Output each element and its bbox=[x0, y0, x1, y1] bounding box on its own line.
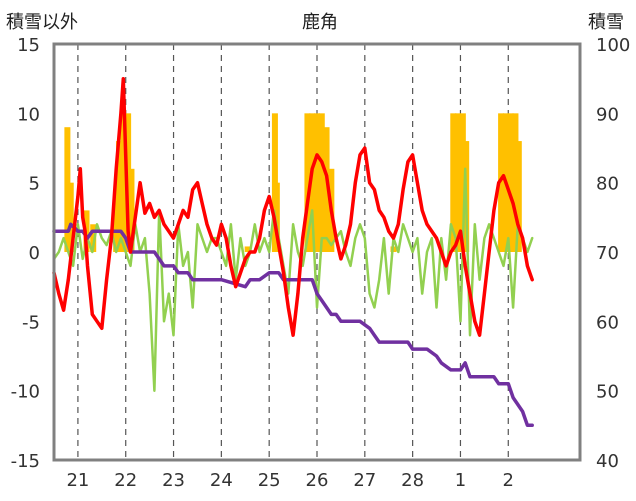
x-tick-label: 1 bbox=[455, 470, 466, 491]
precipitation-bar bbox=[507, 113, 514, 252]
precipitation-bar bbox=[90, 224, 97, 252]
precipitation-bar bbox=[450, 113, 457, 252]
precipitation-bar bbox=[128, 168, 135, 252]
y-axis-left-ticks: 15 10 5 0 -5 -10 -15 bbox=[11, 35, 40, 472]
y-left-tick-label: 0 bbox=[29, 243, 40, 264]
x-tick-label: 26 bbox=[306, 470, 329, 491]
y-left-tick-label: 5 bbox=[29, 174, 40, 195]
x-tick-label: 28 bbox=[401, 470, 424, 491]
y-axis-right-label: 積雪 bbox=[588, 12, 624, 33]
chart-title: 鹿角 bbox=[302, 12, 338, 33]
x-tick-label: 25 bbox=[258, 470, 281, 491]
precipitation-bar bbox=[512, 113, 519, 252]
precipitation-bar bbox=[309, 113, 316, 252]
x-tick-label: 21 bbox=[66, 470, 89, 491]
precipitation-bar bbox=[455, 113, 462, 252]
precipitation-bar bbox=[271, 113, 278, 252]
precipitation-bar bbox=[318, 113, 325, 252]
x-tick-label: 22 bbox=[114, 470, 137, 491]
y-axis-left-label: 積雪以外 bbox=[6, 12, 78, 33]
x-tick-label: 24 bbox=[210, 470, 233, 491]
precipitation-bar bbox=[498, 113, 505, 252]
precipitation-bar bbox=[67, 182, 74, 252]
x-tick-label: 2 bbox=[503, 470, 514, 491]
precipitation-bar bbox=[120, 113, 127, 252]
precipitation-bar bbox=[314, 113, 320, 252]
series-line-temperature bbox=[52, 76, 534, 337]
plot-frame bbox=[52, 42, 582, 462]
precipitation-bar bbox=[64, 127, 71, 252]
precipitation-bar bbox=[323, 127, 330, 252]
x-tick-label: 27 bbox=[353, 470, 376, 491]
y-axis-right-ticks: 100 90 80 70 60 50 40 bbox=[596, 35, 630, 472]
precipitation-bar bbox=[515, 141, 522, 252]
precipitation-bar bbox=[244, 246, 251, 252]
y-right-tick-label: 60 bbox=[596, 312, 619, 333]
y-left-tick-label: -5 bbox=[22, 312, 40, 333]
precipitation-bar bbox=[273, 182, 280, 252]
precipitation-bar bbox=[304, 113, 311, 252]
series-line-snow_depth bbox=[52, 222, 534, 428]
y-right-tick-label: 50 bbox=[596, 382, 619, 403]
y-left-tick-label: -10 bbox=[11, 382, 40, 403]
y-right-tick-label: 100 bbox=[596, 35, 630, 56]
y-right-tick-label: 90 bbox=[596, 104, 619, 125]
x-axis-ticks: 21 22 23 24 25 26 27 28 1 2 bbox=[66, 470, 514, 491]
y-right-tick-label: 40 bbox=[596, 451, 619, 472]
y-left-tick-label: -15 bbox=[11, 451, 40, 472]
y-right-tick-label: 80 bbox=[596, 174, 619, 195]
x-tick-label: 23 bbox=[162, 470, 185, 491]
y-right-tick-label: 70 bbox=[596, 243, 619, 264]
y-left-tick-label: 10 bbox=[17, 104, 40, 125]
precipitation-bar bbox=[116, 141, 123, 252]
precipitation-bar bbox=[459, 113, 466, 252]
series-lines bbox=[52, 76, 534, 428]
y-left-tick-label: 15 bbox=[17, 35, 40, 56]
